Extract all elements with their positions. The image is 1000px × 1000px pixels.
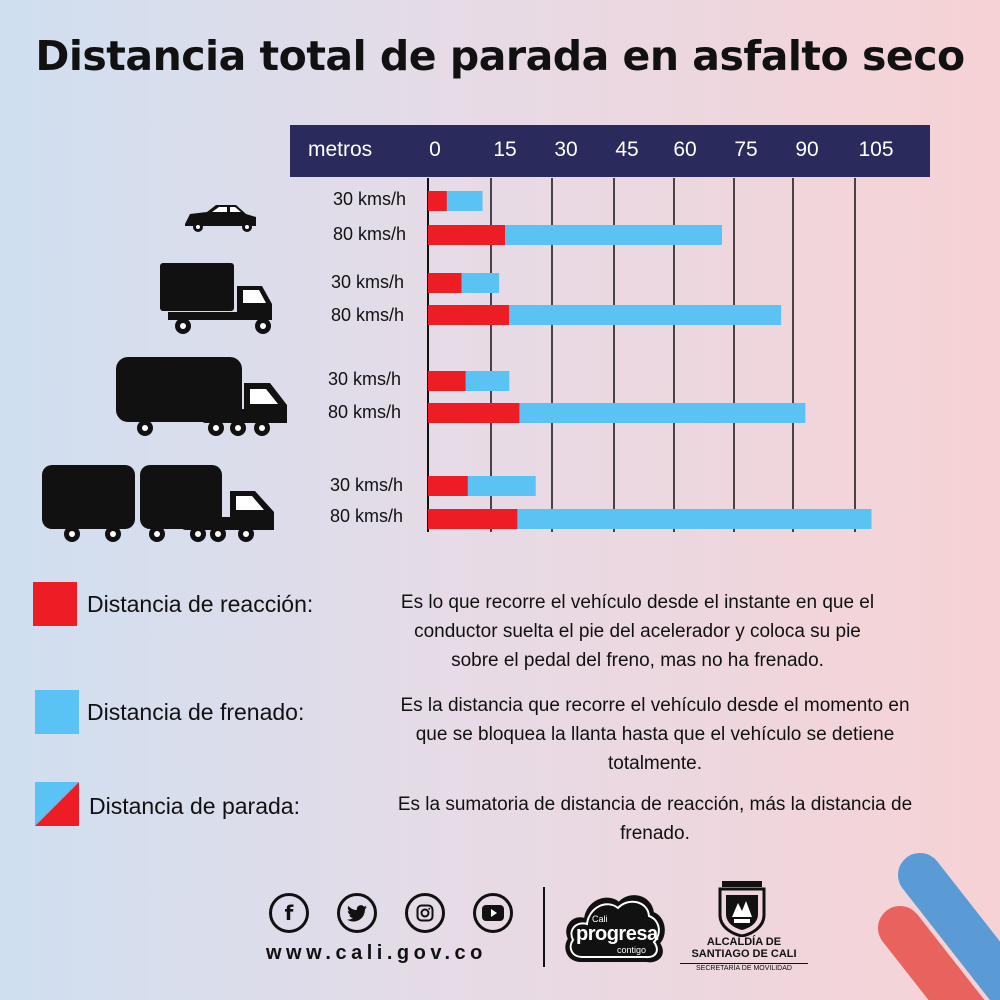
braking-bar (509, 305, 782, 325)
desc-line: frenado. (620, 823, 690, 844)
speed-label: 80 kms/h (332, 224, 406, 244)
desc-line: sobre el pedal del freno, mas no ha fren… (451, 650, 824, 671)
secretaria-label: SECRETARÍA DE MOVILIDAD (680, 963, 808, 972)
alcaldia-line: ALCALDÍA DE (706, 936, 782, 948)
speed-label: 30 kms/h (330, 272, 404, 292)
logo-progresa-text: progresa (576, 923, 658, 945)
reaction-bar (428, 191, 447, 211)
stopping-swatch (35, 782, 79, 826)
x-tick-label: 45 (615, 138, 639, 161)
braking-bar (446, 191, 483, 211)
logo-contigo-text: contigo (617, 945, 647, 955)
legend-desc-reaction: Es lo que recorre el vehículo desde el i… (360, 588, 915, 675)
legend-label-reaction: Distancia de reacción: (87, 591, 314, 617)
braking-bar (517, 509, 872, 529)
x-tick-label: 30 (554, 138, 578, 161)
x-tick-label: 0 (429, 138, 441, 161)
reaction-swatch (33, 582, 77, 626)
braking-bar (519, 403, 806, 423)
bars (428, 191, 872, 529)
alcaldia-crest-icon (718, 881, 766, 937)
alcaldia-name: ALCALDÍA DE SANTIAGO DE CALI (680, 936, 808, 960)
axis-unit-label: metros (308, 138, 373, 161)
legend-label-stopping: Distancia de parada: (89, 793, 300, 819)
trailer-truck-icon (42, 465, 274, 542)
legend-label-braking: Distancia de frenado: (87, 699, 305, 725)
small-truck-icon (160, 263, 272, 334)
youtube-icon[interactable] (473, 893, 513, 933)
legend-desc-braking: Es la distancia que recorre el vehículo … (355, 691, 955, 778)
footer-divider (543, 887, 545, 967)
legend-desc-stopping: Es la sumatoria de distancia de reacción… (355, 790, 955, 848)
website-link[interactable]: www.cali.gov.co (266, 942, 487, 964)
desc-line: que se bloquea la llanta hasta que el ve… (415, 724, 895, 745)
x-tick-label: 15 (493, 138, 517, 161)
facebook-icon[interactable]: f (269, 893, 309, 933)
x-tick-label: 60 (673, 138, 697, 161)
alcaldia-line: SANTIAGO DE CALI (691, 948, 797, 960)
speed-label: 80 kms/h (329, 506, 403, 526)
box-truck-icon (116, 357, 287, 436)
reaction-bar (428, 273, 462, 293)
reaction-bar (428, 371, 466, 391)
desc-line: conductor suelta el pie del acelerador y… (414, 621, 861, 642)
speed-label: 80 kms/h (327, 402, 401, 422)
desc-line: totalmente. (608, 753, 702, 774)
reaction-bar (428, 509, 518, 529)
braking-bar (461, 273, 500, 293)
instagram-icon[interactable] (405, 893, 445, 933)
braking-swatch (35, 690, 79, 734)
logo-cali-text: Cali (592, 914, 608, 924)
desc-line: Es la sumatoria de distancia de reacción… (397, 794, 913, 815)
braking-bar (465, 371, 510, 391)
car-icon (185, 205, 256, 232)
desc-line: Es lo que recorre el vehículo desde el i… (400, 592, 875, 613)
page-title: Distancia total de parada en asfalto sec… (35, 32, 965, 80)
braking-bar (505, 225, 722, 245)
speed-label: 80 kms/h (330, 305, 404, 325)
reaction-bar (428, 403, 520, 423)
speed-label: 30 kms/h (329, 475, 403, 495)
axis-header: metros 0 15 30 45 60 75 90 105 (290, 125, 930, 177)
x-tick-label: 105 (858, 138, 894, 161)
x-tick-label: 75 (734, 138, 758, 161)
twitter-icon[interactable] (337, 893, 377, 933)
braking-bar (467, 476, 536, 496)
reaction-bar (428, 225, 506, 245)
reaction-bar (428, 476, 468, 496)
cali-progresa-logo (565, 895, 665, 963)
reaction-bar (428, 305, 510, 325)
speed-label: 30 kms/h (327, 369, 401, 389)
decorative-stripes (878, 853, 1000, 1000)
speed-label: 30 kms/h (332, 189, 406, 209)
desc-line: Es la distancia que recorre el vehículo … (400, 695, 910, 716)
x-tick-label: 90 (795, 138, 819, 161)
